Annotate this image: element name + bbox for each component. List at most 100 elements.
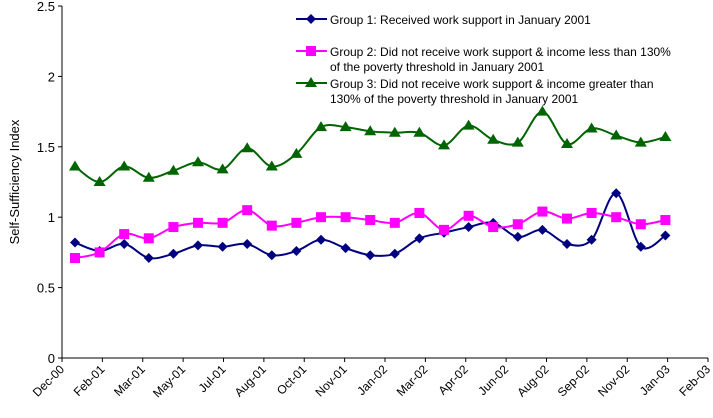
diamond-marker (217, 241, 228, 252)
diamond-marker (193, 240, 203, 251)
x-tick-label: Sep-02 (555, 362, 592, 399)
triangle-marker (290, 147, 303, 158)
triangle-marker (241, 142, 254, 153)
diamond-marker (389, 248, 400, 259)
triangle-marker (142, 171, 155, 182)
x-tick-label: Mar-02 (394, 362, 431, 399)
triangle-marker (634, 136, 647, 147)
x-tick-label: Jun-02 (475, 362, 511, 398)
triangle-marker (315, 121, 327, 132)
diamond-marker (143, 253, 154, 264)
legend-label: Group 2: Did not receive work support & … (330, 45, 671, 59)
diamond-marker (611, 188, 622, 199)
x-tick-label: Nov-01 (312, 362, 349, 399)
diamond-marker (168, 248, 179, 259)
series-group-2 (70, 205, 671, 264)
x-tick-label: Aug-01 (232, 362, 269, 399)
square-marker (463, 210, 474, 221)
y-tick-label: 0.5 (37, 281, 55, 296)
triangle-marker (216, 163, 229, 174)
triangle-marker (69, 160, 81, 171)
diamond-marker (660, 230, 671, 241)
triangle-marker (511, 136, 524, 147)
y-axis-title: Self-Sufficiency Index (7, 119, 22, 244)
triangle-marker (438, 139, 450, 150)
triangle-marker (659, 130, 672, 141)
diamond-marker (316, 234, 326, 245)
series-group-1 (70, 188, 671, 264)
x-tick-label: Jan-03 (637, 362, 673, 398)
series-group-3 (69, 105, 672, 186)
square-marker (586, 207, 597, 218)
triangle-marker (305, 77, 317, 87)
triangle-marker (585, 122, 598, 133)
diamond-marker (266, 250, 277, 261)
square-marker (119, 229, 130, 240)
diamond-marker (537, 224, 548, 235)
square-marker (562, 213, 572, 224)
square-marker (291, 217, 302, 228)
triangle-marker (536, 105, 549, 116)
triangle-marker (339, 121, 352, 132)
legend-label: 130% of the poverty threshold in January… (330, 92, 578, 106)
square-marker (537, 206, 548, 217)
diamond-marker (119, 238, 130, 249)
diamond-marker (635, 241, 646, 252)
y-tick-label: 1 (48, 210, 55, 225)
x-tick-label: Feb-01 (71, 362, 108, 399)
x-tick-label: Aug-02 (514, 362, 551, 399)
legend-label: Group 1: Received work support in Januar… (330, 13, 591, 27)
square-marker (316, 212, 326, 223)
triangle-marker (118, 160, 131, 171)
x-tick-label: May-01 (150, 362, 188, 400)
square-marker (611, 212, 622, 223)
diamond-marker (365, 250, 376, 261)
diamond-marker (291, 245, 302, 256)
diamond-marker (340, 243, 351, 254)
square-marker (414, 207, 425, 218)
diamond-marker (562, 238, 572, 249)
legend-label: of the poverty threshold in January 2001 (330, 60, 544, 74)
diamond-marker (586, 234, 597, 245)
triangle-marker (462, 119, 475, 130)
square-marker (340, 212, 351, 223)
y-tick-label: 1.5 (37, 140, 55, 155)
x-tick-label: Apr-02 (435, 362, 471, 398)
triangle-marker (93, 176, 106, 186)
series-lines (69, 105, 672, 264)
x-tick-label: Oct-01 (274, 362, 310, 398)
x-tick-label: Nov-02 (595, 362, 632, 399)
diamond-marker (306, 14, 316, 24)
square-marker (389, 217, 400, 228)
legend: Group 1: Received work support in Januar… (296, 13, 671, 106)
square-marker (70, 253, 80, 264)
triangle-marker (364, 125, 377, 136)
triangle-marker (192, 156, 204, 167)
triangle-marker (561, 137, 573, 148)
triangle-marker (413, 126, 426, 137)
square-marker (365, 215, 376, 226)
triangle-marker (487, 133, 500, 144)
square-marker (488, 222, 499, 233)
diamond-marker (463, 222, 474, 233)
y-tick-label: 2 (48, 69, 55, 84)
x-tick-label: Feb-03 (676, 362, 713, 399)
triangle-marker (265, 160, 278, 171)
square-marker (94, 247, 105, 258)
x-tick-label: Jul-01 (196, 362, 229, 395)
square-marker (512, 219, 523, 230)
triangle-marker (610, 129, 623, 140)
diamond-marker (242, 238, 253, 249)
x-tick-label: Jan-02 (354, 362, 390, 398)
series-line-3 (74, 110, 666, 184)
square-marker (660, 215, 671, 226)
square-marker (143, 233, 154, 244)
square-marker (193, 217, 203, 228)
square-marker (266, 220, 277, 231)
x-tick-label: Dec-00 (30, 362, 67, 399)
legend-label: Group 3: Did not receive work support & … (330, 77, 654, 91)
triangle-marker (167, 164, 180, 175)
diamond-marker (414, 233, 425, 244)
y-tick-label: 2.5 (37, 0, 55, 14)
